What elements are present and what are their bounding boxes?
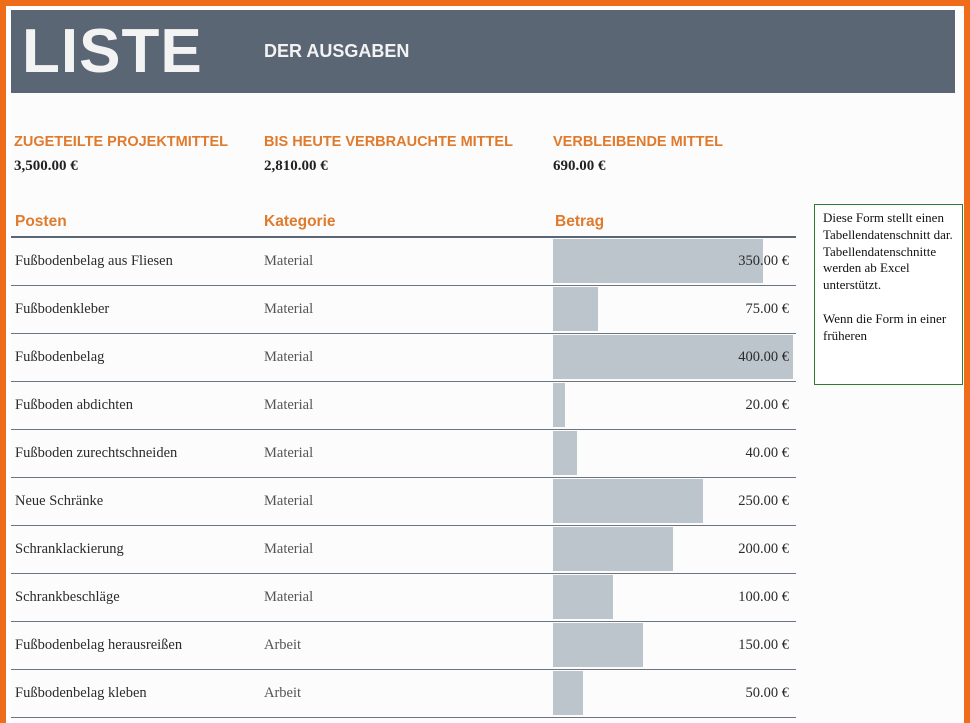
amount-data-bar	[553, 335, 793, 379]
row-item[interactable]: Fußbodenbelag aus Fliesen	[15, 253, 173, 269]
remaining-funds-label: VERBLEIBENDE MITTEL	[553, 134, 723, 150]
title-banner: LISTE DER AUSGABEN	[11, 10, 955, 93]
column-header-item[interactable]: Posten	[15, 213, 67, 230]
amount-cell[interactable]: 20.00 €	[553, 382, 793, 429]
table-row[interactable]: Fußbodenbelag herausreißen Arbeit 150.00 €	[11, 622, 796, 670]
allocated-funds-label: ZUGETEILTE PROJEKTMITTEL	[14, 134, 229, 150]
row-item[interactable]: Schranklackierung	[15, 541, 124, 557]
amount-cell[interactable]: 50.00 €	[553, 670, 793, 717]
row-category[interactable]: Material	[264, 445, 314, 461]
column-header-category[interactable]: Kategorie	[264, 213, 336, 230]
column-header-amount[interactable]: Betrag	[555, 213, 605, 230]
row-category[interactable]: Material	[264, 589, 314, 605]
page-title: LISTE	[22, 17, 203, 86]
note-text-2: Wenn die Form in einer früheren	[823, 310, 947, 343]
row-amount: 20.00 €	[745, 397, 790, 413]
row-item[interactable]: Fußboden abdichten	[15, 397, 133, 413]
header-divider	[11, 236, 796, 238]
amount-cell[interactable]: 200.00 €	[553, 526, 793, 573]
row-category[interactable]: Material	[264, 253, 314, 269]
row-category[interactable]: Material	[264, 493, 314, 509]
amount-cell[interactable]: 400.00 €	[553, 334, 793, 381]
row-amount: 150.00 €	[738, 637, 789, 653]
table-row[interactable]: Fußboden abdichten Material 20.00 €	[11, 382, 796, 430]
row-category[interactable]: Arbeit	[264, 685, 302, 701]
row-item[interactable]: Fußbodenbelag	[15, 349, 105, 365]
expense-table: Fußbodenbelag aus Fliesen Material 350.00 …	[11, 238, 796, 718]
amount-cell[interactable]: 150.00 €	[553, 622, 793, 669]
table-row[interactable]: Fußbodenbelag kleben Arbeit 50.00 €	[11, 670, 796, 718]
remaining-funds-value[interactable]: 690.00 €	[553, 158, 606, 174]
spent-funds-value[interactable]: 2,810.00 €	[264, 158, 328, 174]
table-row[interactable]: Fußbodenbelag aus Fliesen Material 350.00 …	[11, 238, 796, 286]
amount-cell[interactable]: 75.00 €	[553, 286, 793, 333]
page-subtitle: DER AUSGABEN	[264, 41, 410, 61]
row-category[interactable]: Arbeit	[264, 637, 302, 653]
amount-data-bar	[553, 527, 673, 571]
slicer-placeholder-note[interactable]: Diese Form stellt einen Tabellendatensch…	[814, 204, 963, 385]
amount-data-bar	[553, 575, 613, 619]
row-item[interactable]: Fußbodenkleber	[15, 301, 110, 317]
table-row[interactable]: Fußbodenbelag Material 400.00 €	[11, 334, 796, 382]
row-amount: 250.00 €	[738, 493, 789, 509]
row-item[interactable]: Fußboden zurechtschneiden	[15, 445, 178, 461]
row-amount: 350.00 €	[738, 253, 789, 269]
amount-cell[interactable]: 250.00 €	[553, 478, 793, 525]
amount-data-bar	[553, 671, 583, 715]
amount-cell[interactable]: 350.00 €	[553, 238, 793, 285]
row-category[interactable]: Material	[264, 541, 314, 557]
amount-data-bar	[553, 287, 598, 331]
row-amount: 75.00 €	[745, 301, 790, 317]
row-item[interactable]: Schrankbeschläge	[15, 589, 120, 605]
allocated-funds-value[interactable]: 3,500.00 €	[14, 158, 78, 174]
table-row[interactable]: Neue Schränke Material 250.00 €	[11, 478, 796, 526]
amount-data-bar	[553, 431, 577, 475]
worksheet: LISTE DER AUSGABEN ZUGETEILTE PROJEKTMIT…	[11, 10, 964, 723]
table-row[interactable]: Fußbodenkleber Material 75.00 €	[11, 286, 796, 334]
row-item[interactable]: Neue Schränke	[15, 493, 104, 509]
row-amount: 400.00 €	[738, 349, 789, 365]
amount-cell[interactable]: 100.00 €	[553, 574, 793, 621]
amount-data-bar	[553, 479, 703, 523]
amount-data-bar	[553, 383, 565, 427]
row-amount: 40.00 €	[745, 445, 790, 461]
table-row[interactable]: Fußboden zurechtschneiden Material 40.00 €	[11, 430, 796, 478]
table-row[interactable]: Schrankbeschläge Material 100.00 €	[11, 574, 796, 622]
row-item[interactable]: Fußbodenbelag kleben	[15, 685, 147, 701]
row-item[interactable]: Fußbodenbelag herausreißen	[15, 637, 183, 653]
row-category[interactable]: Material	[264, 397, 314, 413]
table-row[interactable]: Schranklackierung Material 200.00 €	[11, 526, 796, 574]
amount-data-bar	[553, 623, 643, 667]
row-amount: 200.00 €	[738, 541, 789, 557]
row-category[interactable]: Material	[264, 349, 314, 365]
amount-cell[interactable]: 40.00 €	[553, 430, 793, 477]
row-amount: 50.00 €	[745, 685, 790, 701]
row-amount: 100.00 €	[738, 589, 789, 605]
spent-funds-label: BIS HEUTE VERBRAUCHTE MITTEL	[264, 134, 513, 150]
row-category[interactable]: Material	[264, 301, 314, 317]
amount-data-bar	[553, 239, 763, 283]
note-text-1: Diese Form stellt einen Tabellendatensch…	[823, 210, 953, 293]
